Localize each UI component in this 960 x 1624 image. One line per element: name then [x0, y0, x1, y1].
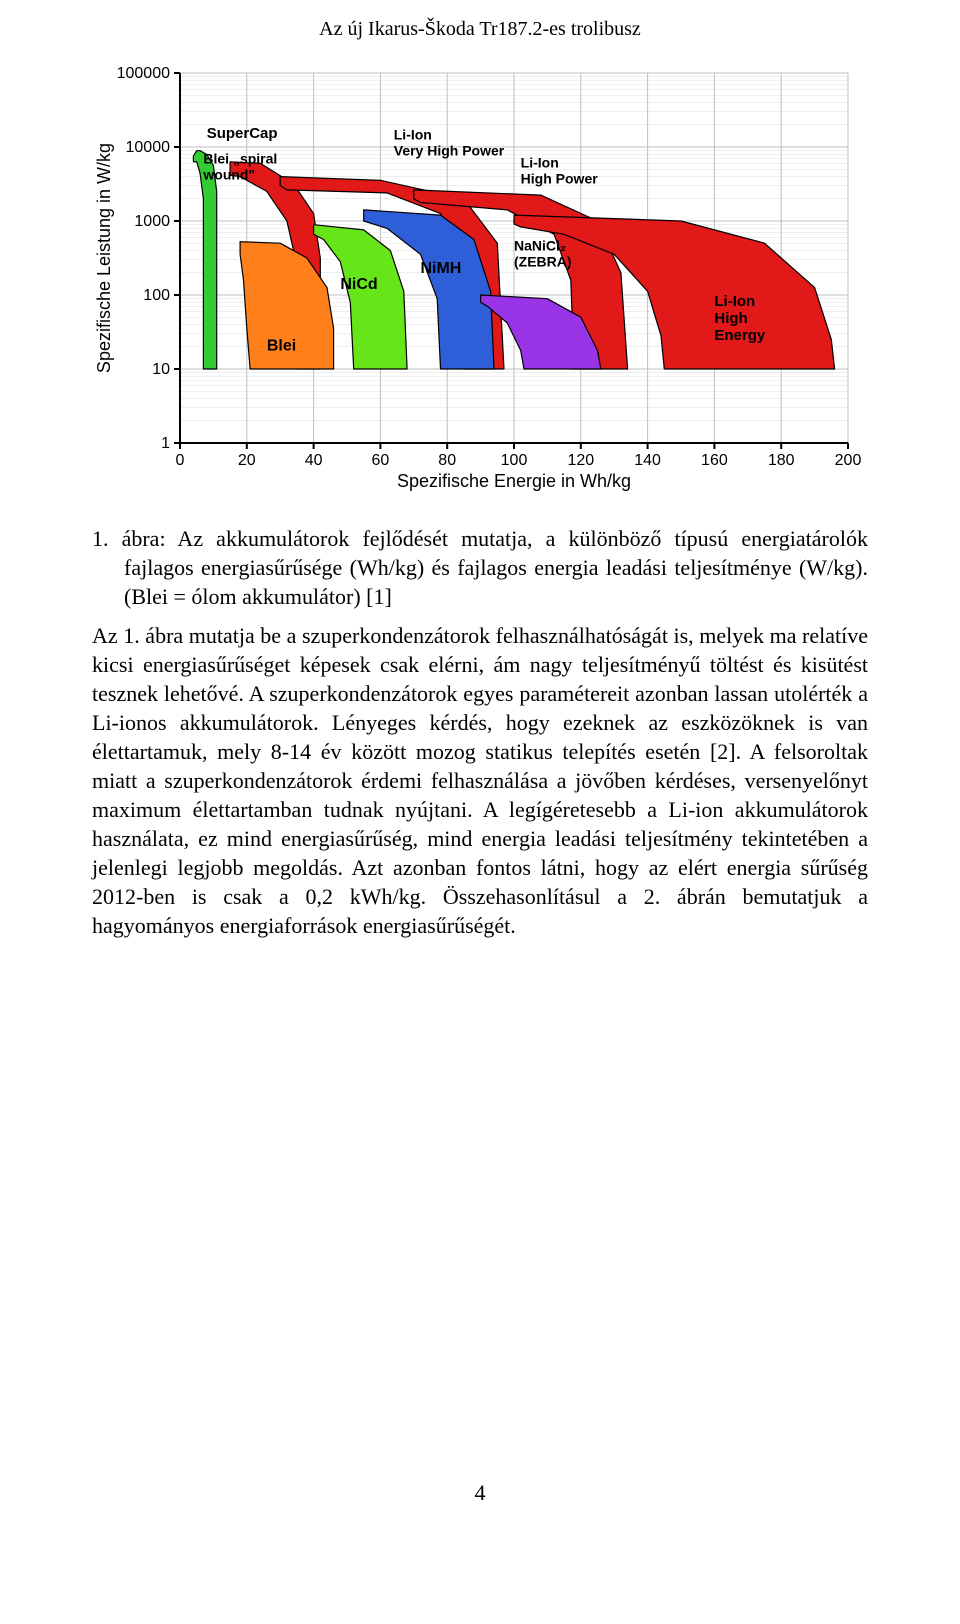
svg-text:100: 100	[143, 287, 170, 304]
svg-text:Very High Power: Very High Power	[394, 143, 505, 159]
svg-text:10000: 10000	[126, 139, 171, 156]
svg-text:60: 60	[372, 452, 390, 469]
body-paragraph: Az 1. ábra mutatja be a szuperkondenzáto…	[92, 621, 868, 940]
svg-text:(ZEBRA): (ZEBRA)	[514, 254, 572, 270]
svg-text:100: 100	[501, 452, 528, 469]
svg-text:1: 1	[161, 435, 170, 452]
ragone-chart: 0 20 40 60 80 100 120 140 160 180 200 1 10 100 1000 100…	[92, 61, 868, 506]
svg-text:180: 180	[768, 452, 795, 469]
svg-text:0: 0	[176, 452, 185, 469]
svg-text:20: 20	[238, 452, 256, 469]
svg-text:SuperCap: SuperCap	[207, 125, 278, 142]
svg-text:High: High	[714, 310, 747, 327]
svg-text:Spezifische Energie in Wh/kg: Spezifische Energie in Wh/kg	[397, 471, 631, 491]
svg-text:wound": wound"	[202, 166, 255, 182]
svg-text:10: 10	[152, 361, 170, 378]
page-number: 4	[92, 1480, 868, 1506]
svg-text:Blei „spiral: Blei „spiral	[203, 150, 277, 166]
svg-text:140: 140	[634, 452, 661, 469]
svg-text:NiCd: NiCd	[340, 276, 377, 293]
running-title: Az új Ikarus-Škoda Tr187.2-es trolibusz	[92, 18, 868, 41]
svg-text:1000: 1000	[134, 213, 170, 230]
svg-text:Blei: Blei	[267, 338, 296, 355]
svg-text:Li-Ion: Li-Ion	[714, 293, 755, 310]
svg-text:Energy: Energy	[714, 327, 766, 344]
svg-text:NaNiCl₂: NaNiCl₂	[514, 238, 566, 254]
svg-text:40: 40	[305, 452, 323, 469]
svg-text:Li-Ion: Li-Ion	[394, 127, 432, 143]
svg-text:Li-Ion: Li-Ion	[521, 155, 559, 171]
svg-text:100000: 100000	[117, 65, 170, 82]
svg-text:120: 120	[567, 452, 594, 469]
svg-text:200: 200	[835, 452, 862, 469]
svg-text:160: 160	[701, 452, 728, 469]
svg-text:Spezifische Leistung in W/kg: Spezifische Leistung in W/kg	[94, 143, 114, 373]
svg-text:80: 80	[438, 452, 456, 469]
svg-text:High Power: High Power	[521, 171, 599, 187]
figure-caption: 1. ábra: Az akkumulátorok fejlődését mut…	[92, 524, 868, 611]
svg-text:NiMH: NiMH	[420, 260, 461, 277]
